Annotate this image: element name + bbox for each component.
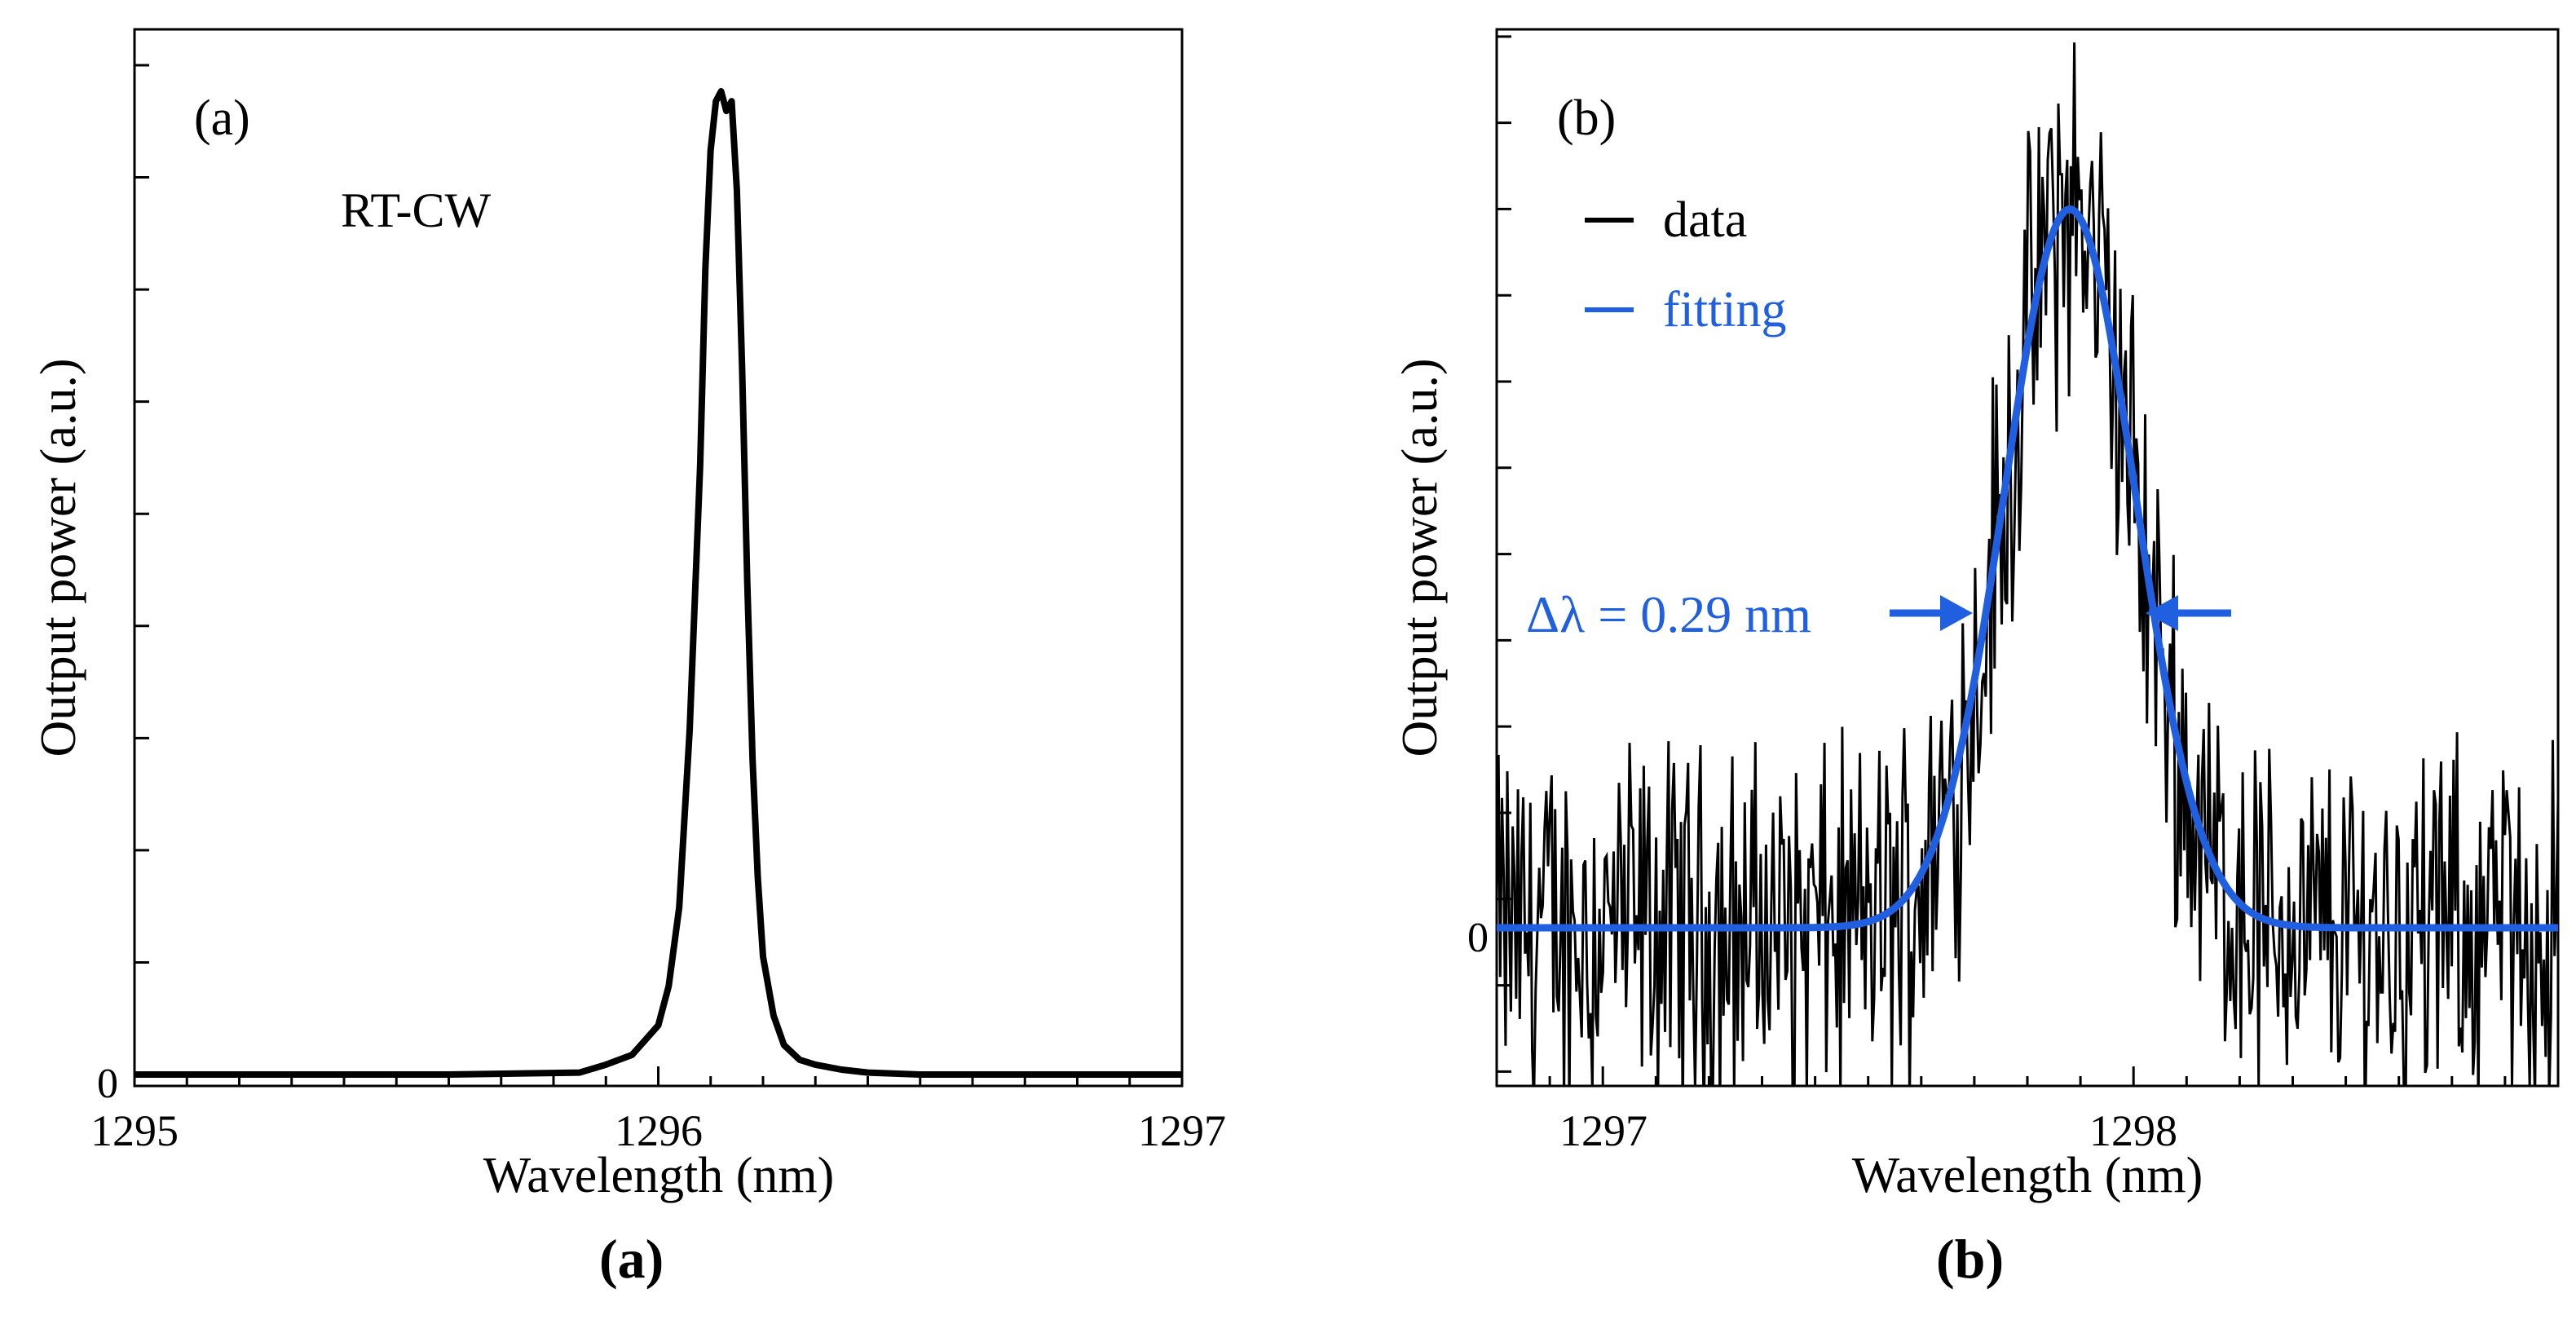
y-axis-label-b: Output power (a.u.) — [1392, 359, 1448, 757]
tick-marks-a — [133, 64, 1184, 1086]
legend-b: data fitting — [1585, 192, 1787, 338]
x-tick-label-b-0: 1297 — [1559, 1106, 1647, 1155]
y-tick-label-a-0: 0 — [97, 1061, 118, 1107]
series-group-b — [1497, 42, 2558, 1086]
chart-panel-b: (b) data fitting Δλ = 0.29 nm 0 1297 129… — [1392, 28, 2560, 1203]
fwhm-label: Δλ = 0.29 nm — [1526, 585, 1811, 643]
series-line-fitting — [1497, 205, 2558, 932]
panel-label-a: (a) — [194, 90, 250, 146]
fwhm-arrow-right-head — [2146, 595, 2178, 631]
series-group-a — [135, 88, 1182, 1078]
y-axis-label-a: Output power (a.u.) — [31, 359, 86, 757]
x-tick-label-a-2: 1297 — [1138, 1106, 1226, 1155]
caption-b: (b) — [1936, 1228, 2005, 1290]
y-tick-label-b-0: 0 — [1467, 915, 1489, 961]
chart-panel-a: (a) RT-CW 0 1295 1296 1297 Wavelength (n… — [31, 28, 1226, 1203]
x-tick-label-a-1: 1296 — [615, 1106, 703, 1155]
x-axis-label-a: Wavelength (nm) — [483, 1148, 835, 1203]
x-axis-label-b: Wavelength (nm) — [1852, 1148, 2203, 1203]
caption-a: (a) — [599, 1228, 664, 1290]
fwhm-annotation: Δλ = 0.29 nm — [1526, 585, 2231, 643]
fwhm-arrow-left-head — [1940, 595, 1973, 631]
legend-label-data: data — [1663, 192, 1747, 248]
annotation-rt-cw: RT-CW — [341, 183, 492, 237]
legend-label-fitting: fitting — [1663, 282, 1787, 338]
x-tick-label-a-0: 1295 — [90, 1106, 179, 1155]
panel-label-b: (b) — [1557, 90, 1616, 146]
series-line-spectrum — [135, 88, 1182, 1078]
x-tick-label-b-1: 1298 — [2089, 1106, 2177, 1155]
series-line-data — [1497, 42, 2558, 1086]
plot-frame-a — [133, 28, 1184, 1088]
